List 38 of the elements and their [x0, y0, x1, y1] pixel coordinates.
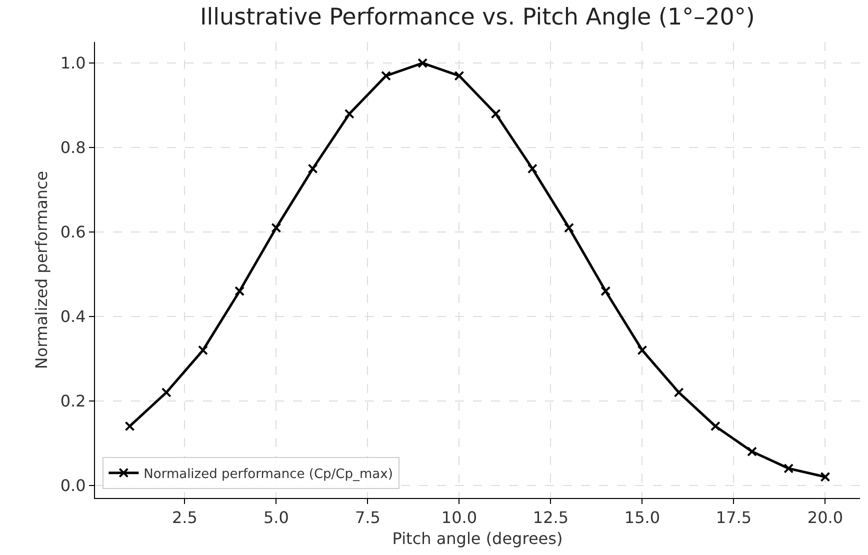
point [600, 286, 611, 296]
point [308, 164, 318, 174]
point [198, 345, 208, 356]
y-tick-label: 0.4 [60, 307, 86, 326]
x-axis-title: Pitch angle (degrees) [392, 528, 563, 548]
x-tick-label: 17.5 [716, 508, 752, 528]
point [234, 286, 245, 296]
y-tick-label: 0.2 [60, 391, 86, 410]
legend-label: Normalized performance (Cp/Cp_max) [144, 466, 393, 482]
x-tick-label: 7.5 [354, 508, 380, 528]
point [637, 345, 648, 356]
point [124, 421, 135, 432]
x-tick-label: 10.0 [441, 508, 478, 528]
x-tick-label: 20.0 [807, 508, 844, 528]
point [820, 472, 830, 482]
point [490, 108, 501, 119]
point [380, 70, 391, 81]
point [161, 387, 172, 398]
point [710, 421, 720, 432]
point [271, 222, 282, 233]
point [747, 446, 758, 457]
x-tick-label: 15.0 [624, 508, 660, 528]
x-tick-label: 5.0 [263, 508, 289, 528]
y-tick-label: 0.0 [60, 476, 86, 495]
point [344, 108, 354, 119]
point [564, 222, 574, 233]
y-tick-label: 0.6 [60, 222, 86, 242]
y-tick-label: 0.8 [60, 138, 86, 158]
x-tick-label: 2.5 [172, 508, 198, 528]
point [418, 58, 428, 68]
y-axis-title: Normalized performance [32, 170, 52, 370]
chart-title: Illustrative Performance vs. Pitch Angle (1°–20°) [200, 4, 755, 30]
point [674, 387, 684, 398]
y-tick-label: 1.0 [60, 54, 86, 73]
x-tick-label: 12.5 [532, 508, 569, 528]
point [784, 463, 794, 474]
point [527, 164, 538, 174]
point [454, 70, 464, 81]
